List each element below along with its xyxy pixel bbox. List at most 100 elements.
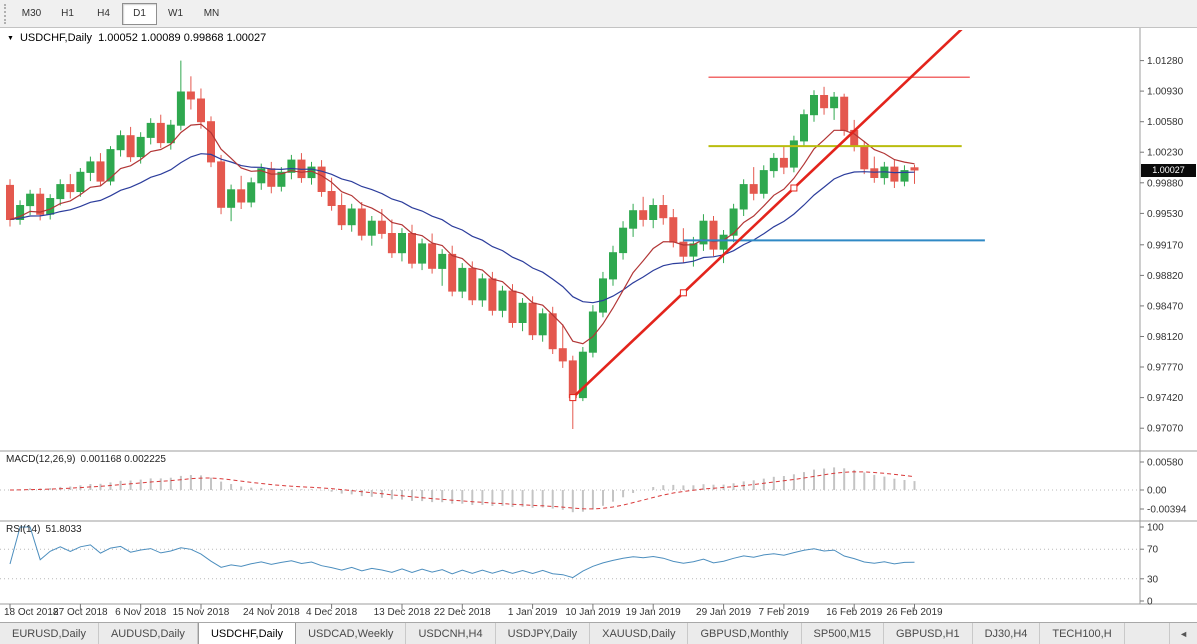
- scale-tick-label: 0.97770: [1147, 363, 1184, 374]
- candle-body: [800, 114, 808, 142]
- timeframe-button-m30[interactable]: M30: [21, 8, 42, 19]
- scale-tick-label: 100: [1147, 523, 1164, 534]
- candle-body: [106, 149, 115, 182]
- candle-body: [609, 252, 617, 280]
- rsi-pane-layer: [0, 526, 1140, 580]
- candle-body: [227, 189, 236, 208]
- candle-body: [759, 170, 768, 194]
- candle-body: [508, 290, 517, 324]
- macd-pane-layer: [0, 467, 1140, 513]
- candle-body: [96, 161, 105, 182]
- date-label: 16 Feb 2019: [826, 607, 883, 618]
- candle-body: [418, 243, 427, 264]
- candle-body: [347, 208, 356, 226]
- candle-body: [116, 135, 125, 151]
- candle-body: [237, 189, 246, 203]
- candle-body: [518, 302, 527, 323]
- scale-tick-label: 0.97070: [1147, 424, 1184, 435]
- symbol-dropdown-icon[interactable]: ▼: [7, 34, 14, 42]
- trendline[interactable]: [571, 28, 985, 399]
- timeframe-button-mn[interactable]: MN: [203, 8, 220, 19]
- chart-tab-xauusd-daily[interactable]: XAUUSD,Daily: [590, 623, 689, 644]
- trendline-handle[interactable]: [679, 289, 687, 297]
- date-label: 4 Dec 2018: [306, 607, 358, 618]
- chart-tab-audusd-daily[interactable]: AUDUSD,Daily: [99, 623, 198, 644]
- scale-tick-label: 0.98470: [1147, 301, 1184, 312]
- trendline-handle[interactable]: [790, 184, 798, 192]
- tabs-scroll-left-button[interactable]: ◄: [1169, 623, 1197, 644]
- main-pane-layer: [6, 28, 985, 429]
- candle-body: [277, 171, 286, 187]
- chart-tab-tech100-h[interactable]: TECH100,H: [1040, 623, 1125, 644]
- candle-body: [156, 122, 165, 144]
- chart-tab-usdchf-daily[interactable]: USDCHF,Daily: [197, 623, 297, 644]
- timeframe-button-d1[interactable]: D1: [122, 2, 157, 25]
- scale-tick-label: 1.00930: [1147, 87, 1184, 98]
- candle-body: [739, 184, 748, 210]
- candle-body: [498, 290, 507, 311]
- chart-tab-usdcnh-h4[interactable]: USDCNH,H4: [406, 623, 496, 644]
- chart-tab-sp500-m15[interactable]: SP500,M15: [802, 623, 884, 644]
- candle-body: [66, 184, 75, 193]
- candle-body: [830, 96, 839, 109]
- scale-tick-label: 0.97420: [1147, 393, 1184, 404]
- chart-tab-gbpusd-monthly[interactable]: GBPUSD,Monthly: [688, 623, 802, 644]
- timeframes-toolbar: M30 H1 H4 D1 W1 MN: [0, 0, 1197, 28]
- time-axis[interactable]: 18 Oct 2018 27 Oct 2018 6 Nov 2018 15 Nov 2…: [0, 606, 1197, 622]
- chart-tab-gbpusd-h1[interactable]: GBPUSD,H1: [884, 623, 973, 644]
- candle-body: [629, 210, 638, 229]
- trendline-handle[interactable]: [569, 394, 577, 402]
- rsi-line: [9, 526, 915, 579]
- rsi-value: 51.8033: [45, 524, 82, 535]
- candle-body: [357, 208, 366, 236]
- candle-body: [669, 217, 678, 243]
- candle-body: [217, 161, 226, 208]
- date-label: 6 Nov 2018: [115, 607, 167, 618]
- candle-body: [448, 253, 457, 292]
- chart-canvas[interactable]: 1.01280 1.00930 1.00580 1.00230 0.99880 0.995…: [0, 28, 1197, 622]
- candle-body: [558, 348, 567, 362]
- date-label: 29 Jan 2019: [696, 607, 752, 618]
- date-label: 1 Jan 2019: [507, 607, 558, 618]
- scale-tick-label: 1.00230: [1147, 148, 1184, 159]
- ma-fast-line: [9, 123, 915, 345]
- chart-tab-dj30-h4[interactable]: DJ30,H4: [973, 623, 1041, 644]
- candle-body: [287, 159, 296, 173]
- macd-values: 0.001168 0.002225: [80, 454, 166, 465]
- scale-tick-label: -0.00394: [1147, 505, 1187, 516]
- chart-tabs: EURUSD,Daily AUDUSD,Daily USDCHF,Daily USDC…: [0, 623, 1125, 644]
- date-label: 10 Jan 2019: [565, 607, 621, 618]
- candle-body: [327, 191, 336, 206]
- candle-body: [337, 205, 346, 226]
- chart-tab-eurusd-daily[interactable]: EURUSD,Daily: [0, 623, 99, 644]
- candle-body: [146, 122, 155, 138]
- timeframe-buttons: M30 H1 H4 D1 W1 MN: [14, 2, 230, 25]
- candle-body: [488, 278, 497, 311]
- candle-body: [176, 91, 185, 126]
- timeframe-button-h1[interactable]: H1: [61, 8, 74, 19]
- candle-body: [36, 193, 45, 215]
- chart-tabs-bar: EURUSD,Daily AUDUSD,Daily USDCHF,Daily USDC…: [0, 622, 1197, 644]
- candle-body: [729, 208, 738, 236]
- timeframe-button-h4[interactable]: H4: [97, 8, 110, 19]
- chart-title: ▼ USDCHF,Daily 1.00052 1.00089 0.99868 1…: [7, 32, 266, 44]
- candle-body: [207, 121, 215, 163]
- date-label: 22 Dec 2018: [433, 607, 491, 618]
- scale-tick-label: 0.98820: [1147, 271, 1184, 282]
- candle-body: [26, 193, 35, 207]
- candle-body: [468, 267, 477, 301]
- toolbar-grip[interactable]: [4, 3, 9, 24]
- candle-body: [377, 220, 386, 234]
- chart-tab-usdjpy-daily[interactable]: USDJPY,Daily: [496, 623, 591, 644]
- candle-body: [186, 91, 195, 100]
- candle-body: [870, 168, 879, 179]
- chart-tab-usdcad-weekly[interactable]: USDCAD,Weekly: [296, 623, 407, 644]
- candle-body: [76, 171, 85, 193]
- rsi-name: RSI(14): [6, 524, 41, 535]
- candle-body: [769, 157, 778, 172]
- candle-body: [458, 267, 467, 292]
- candle-body: [6, 184, 14, 220]
- last-price-badge: 1.00027: [1141, 164, 1196, 177]
- scale-tick-label: 30: [1147, 574, 1159, 585]
- timeframe-button-w1[interactable]: W1: [168, 8, 183, 19]
